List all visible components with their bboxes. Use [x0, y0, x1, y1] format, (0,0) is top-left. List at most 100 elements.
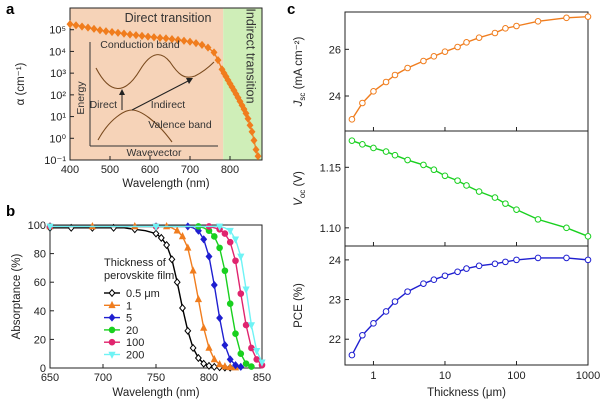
data-point-b — [184, 326, 192, 335]
data-point-b — [200, 359, 208, 368]
inset-conduction-label: Conduction band — [100, 39, 180, 51]
inset-valence-label: Valence band — [148, 119, 212, 131]
data-point-voc — [370, 144, 377, 152]
data-point-a — [150, 33, 158, 42]
x-tick-label-b: 800 — [200, 372, 218, 384]
legend-title-line2: perovskite film — [104, 270, 174, 282]
data-point-voc — [502, 200, 509, 207]
data-point-b — [200, 323, 208, 331]
conduction-band-curve — [95, 54, 215, 89]
x-tick-label-c: 1000 — [576, 370, 600, 382]
data-point-jsc — [391, 71, 399, 79]
panel-label-a: a — [6, 1, 15, 18]
data-point-b — [248, 363, 255, 370]
legend-title-line1: Thickness of — [104, 257, 167, 269]
data-point-pce — [391, 298, 399, 305]
indirect-arrow-head — [186, 78, 193, 84]
data-point-a — [174, 35, 182, 44]
data-point-a — [214, 55, 222, 65]
ylabel-unit: (V) — [293, 171, 305, 190]
legend-marker — [108, 338, 116, 346]
data-point-b — [168, 255, 176, 264]
x-tick-label-b: 750 — [147, 372, 165, 384]
data-point-voc — [359, 141, 366, 148]
data-point-jsc — [534, 18, 542, 25]
y-axis-label-pce: PCE (%) — [293, 283, 305, 328]
chart-b: 650 700 750 800 850 0 20 40 60 80 100 Wavelength (n… — [11, 220, 271, 399]
y-tick-label-b: 100 — [28, 220, 46, 232]
x-tick-label-a: 400 — [61, 164, 79, 176]
data-point-voc — [491, 194, 499, 201]
x-tick-label-c: 100 — [507, 370, 525, 382]
data-point-a — [244, 114, 252, 123]
x-tick-label-c: 1 — [370, 370, 376, 382]
data-point-b — [194, 294, 203, 303]
data-point-jsc — [502, 25, 509, 32]
data-point-voc — [463, 182, 470, 189]
data-point-b — [178, 232, 187, 240]
data-point-voc — [475, 188, 483, 195]
data-point-b — [157, 233, 165, 242]
legend-entry: 1 — [126, 300, 132, 312]
data-point-a — [242, 109, 250, 118]
data-point-b — [215, 360, 224, 368]
legend-marker — [108, 351, 116, 359]
data-point-jsc — [382, 78, 390, 86]
data-point-jsc — [430, 53, 438, 60]
data-point-b — [205, 343, 213, 351]
y-tick-label-a: 10³ — [50, 68, 66, 80]
data-point-a — [252, 145, 260, 154]
inset-xlabel: Wavevector — [126, 147, 182, 159]
x-tick-label-a: 600 — [141, 164, 159, 176]
data-point-b — [231, 236, 240, 244]
data-point-b — [253, 356, 261, 363]
data-point-voc — [404, 156, 411, 164]
data-point-a — [144, 32, 152, 41]
chart-c: 24 26 Jsc (mA cm⁻²) 1.10 1.15 Voc (V) 22 23 24 PC… — [293, 11, 600, 399]
data-point-a — [204, 43, 212, 52]
data-point-jsc — [454, 43, 461, 51]
y-tick-label-jsc: 26 — [329, 44, 341, 56]
data-point-a — [250, 136, 258, 145]
y-tick-label-a: 10⁻¹ — [44, 155, 66, 167]
data-point-b — [216, 244, 223, 252]
data-point-b — [210, 280, 218, 290]
data-point-pce — [430, 276, 438, 284]
data-point-b — [232, 361, 239, 370]
data-point-a — [108, 27, 116, 37]
data-point-b — [189, 343, 197, 353]
data-point-pce — [513, 256, 520, 264]
y-axis-label-voc: Voc (V) — [293, 171, 307, 206]
data-point-b — [253, 348, 261, 356]
y-axis-label-b: Absorptance (%) — [11, 254, 23, 340]
legend-marker — [108, 326, 116, 334]
x-tick-label-a: 500 — [101, 164, 119, 176]
data-point-pce — [370, 320, 377, 327]
x-tick-label-c: 10 — [439, 370, 451, 382]
y-tick-label-a: 10⁰ — [49, 133, 66, 145]
data-point-pce — [491, 260, 499, 268]
data-point-b — [152, 223, 160, 231]
data-point-pce — [475, 262, 483, 270]
data-point-a — [186, 37, 194, 46]
data-point-a — [254, 152, 262, 161]
inset-indirect-label: Indirect — [151, 99, 186, 111]
ylabel-unit: (mA cm⁻²) — [293, 37, 305, 93]
data-point-b — [226, 238, 234, 246]
data-point-a — [66, 20, 74, 29]
data-point-voc — [563, 224, 570, 232]
data-point-jsc — [404, 64, 411, 72]
series-line-voc — [351, 140, 589, 237]
data-point-a — [90, 24, 98, 33]
data-point-b — [226, 362, 234, 371]
data-point-b — [221, 230, 229, 237]
data-point-b — [210, 362, 218, 371]
region-label-indirect: Indirect transition — [244, 8, 258, 103]
data-point-a — [78, 22, 86, 31]
data-point-b — [173, 278, 181, 287]
inset-ylabel: Energy — [75, 81, 87, 115]
data-point-b — [152, 229, 160, 238]
plot-frame-pce — [344, 245, 589, 366]
x-tick-label-b: 650 — [41, 372, 59, 384]
